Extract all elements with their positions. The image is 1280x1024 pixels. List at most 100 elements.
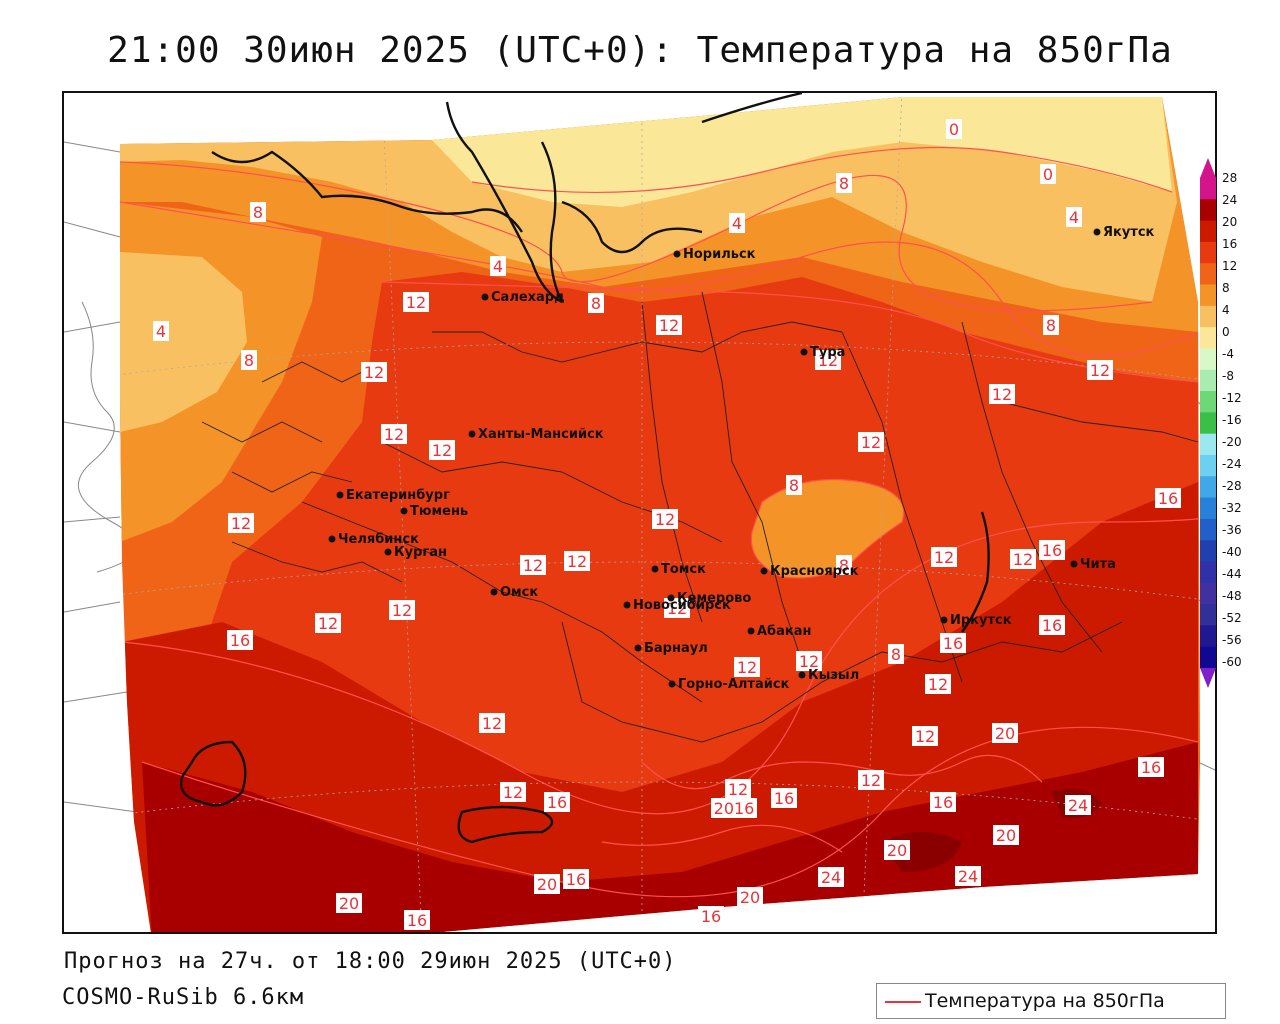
city-dot — [668, 680, 676, 688]
city-marker[interactable]: Кызыл — [798, 668, 860, 683]
admin-borders — [201, 291, 1199, 743]
svg-text:4: 4 — [1069, 208, 1079, 227]
city-dot — [384, 548, 392, 556]
scale-band — [1200, 454, 1216, 477]
svg-text:4: 4 — [732, 214, 742, 233]
map-title: 21:00 30июн 2025 (UTC+0): Температура на… — [107, 30, 1173, 71]
city-label: Екатеринбург — [346, 488, 450, 503]
svg-text:16: 16 — [547, 793, 567, 812]
city-dot — [481, 293, 489, 301]
city-marker[interactable]: Кемерово — [667, 591, 752, 606]
city-label: Новосибирск — [633, 598, 731, 613]
svg-text:12: 12 — [523, 556, 543, 575]
svg-text:12: 12 — [231, 514, 251, 533]
scale-band — [1200, 305, 1216, 328]
isotherm-label: 2016 — [711, 798, 757, 818]
isotherm-label: 20 — [884, 840, 910, 860]
city-dot — [634, 644, 642, 652]
scale-bottom-arrow — [1200, 668, 1216, 688]
city-marker[interactable]: Челябинск — [328, 532, 420, 547]
scale-tick-label: -16 — [1222, 413, 1242, 427]
isotherm-label: 16 — [563, 869, 589, 889]
svg-text:8: 8 — [839, 556, 849, 575]
scale-band — [1200, 540, 1216, 562]
city-marker[interactable]: Омск — [490, 585, 539, 600]
scale-band — [1200, 348, 1216, 371]
city-marker[interactable]: Курган — [384, 545, 447, 560]
city-marker[interactable]: Новосибирск — [623, 598, 731, 613]
svg-text:2016: 2016 — [714, 799, 755, 818]
city-dot — [798, 671, 806, 679]
isotherm-label: 24 — [955, 866, 981, 886]
city-dot — [667, 594, 675, 602]
svg-text:8: 8 — [244, 351, 254, 370]
scale-tick-label: -60 — [1222, 655, 1242, 669]
svg-text:20: 20 — [537, 875, 557, 894]
svg-text:12: 12 — [915, 727, 935, 746]
city-marker[interactable]: Чита — [1070, 557, 1116, 572]
city-label: Норильск — [683, 247, 756, 262]
city-marker[interactable]: Салехард — [481, 290, 565, 305]
scale-band — [1200, 646, 1216, 669]
isotherm-label: 12 — [1010, 549, 1036, 569]
scale-tick-label: 20 — [1222, 215, 1238, 229]
svg-text:12: 12 — [655, 510, 675, 529]
city-marker[interactable]: Иркутск — [940, 613, 1012, 628]
svg-text:8: 8 — [891, 645, 901, 664]
svg-text:4: 4 — [493, 257, 503, 276]
city-marker[interactable]: Якутск — [1093, 225, 1155, 240]
city-marker[interactable]: Тюмень — [400, 504, 469, 519]
isotherm-label: 12 — [858, 770, 884, 790]
city-marker[interactable]: Норильск — [673, 247, 756, 262]
city-label: Челябинск — [338, 532, 419, 547]
map-legend: Температура на 850гПа — [876, 983, 1226, 1019]
city-dot — [468, 430, 476, 438]
isotherm-label: 12 — [912, 726, 938, 746]
isotherm-label: 12 — [1087, 360, 1113, 380]
city-marker[interactable]: Красноярск — [760, 564, 859, 579]
scale-tick-label: -24 — [1222, 457, 1242, 471]
city-markers: Норильск Якутск Салехард Тура Ханты-Мансийск… — [328, 225, 1155, 692]
svg-text:12: 12 — [392, 601, 412, 620]
isotherm-label: 16 — [404, 910, 430, 930]
svg-text:0: 0 — [949, 120, 959, 139]
city-marker[interactable]: Томск — [651, 562, 707, 577]
svg-text:12: 12 — [659, 316, 679, 335]
city-marker[interactable]: Ханты-Мансийск — [468, 427, 604, 442]
city-marker[interactable]: Барнаул — [634, 641, 708, 656]
isotherm-label: 8 — [836, 173, 852, 193]
svg-text:12: 12 — [934, 548, 954, 567]
city-marker[interactable]: Абакан — [747, 624, 812, 639]
scale-band — [1200, 263, 1216, 286]
isotherm-label: 16 — [1155, 488, 1181, 508]
scale-tick-label: -12 — [1222, 391, 1242, 405]
isotherm-label: 4 — [153, 321, 169, 341]
isotherm-label: 12 — [925, 674, 951, 694]
scale-tick-label: -4 — [1222, 347, 1234, 361]
city-dot — [800, 348, 808, 356]
isotherm-label: 0 — [1040, 164, 1056, 184]
svg-text:20: 20 — [887, 841, 907, 860]
isotherm-label: 16 — [1039, 540, 1065, 560]
isotherm-label: 12 — [931, 547, 957, 567]
svg-text:20: 20 — [996, 826, 1016, 845]
city-label: Ханты-Мансийск — [478, 427, 604, 442]
isotherm-label: 4 — [1066, 207, 1082, 227]
isotherm-label: 8 — [250, 202, 266, 222]
isotherm-label: 12 — [429, 440, 455, 460]
city-marker[interactable]: Горно-Алтайск — [668, 677, 790, 692]
temperature-map[interactable]: 0 0 8 4 4 8 4 8 12 12 8 4 8 12 12 12 12 12 12 12 8 16 12 12 12 12… — [62, 91, 1217, 934]
svg-text:8: 8 — [1046, 316, 1056, 335]
isotherm-label: 24 — [1065, 795, 1091, 815]
forecast-info: Прогноз на 27ч. от 18:00 29июн 2025 (UTC… — [64, 949, 677, 974]
city-marker[interactable]: Тура — [800, 345, 846, 360]
city-marker[interactable]: Екатеринбург — [336, 488, 451, 503]
scale-tick-label: -28 — [1222, 479, 1242, 493]
svg-text:12: 12 — [318, 614, 338, 633]
isotherm-label: 12 — [479, 713, 505, 733]
svg-text:20: 20 — [740, 888, 760, 907]
scale-tick-label: 4 — [1222, 303, 1230, 317]
isotherm-label: 24 — [818, 867, 844, 887]
svg-text:12: 12 — [384, 425, 404, 444]
coastlines — [180, 93, 990, 844]
